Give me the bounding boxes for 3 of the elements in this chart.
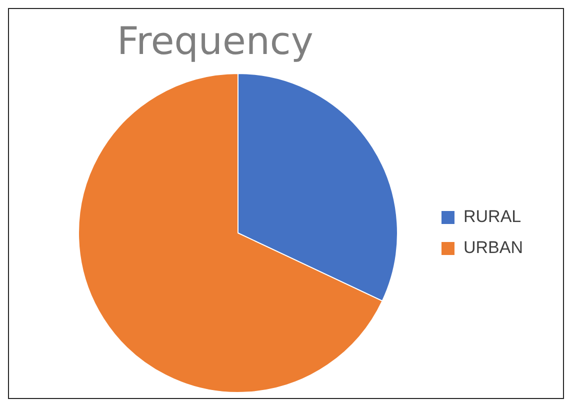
legend-label: RURAL (463, 207, 522, 226)
legend-label: URBAN (463, 238, 524, 258)
chart-title: Frequency (117, 19, 314, 63)
